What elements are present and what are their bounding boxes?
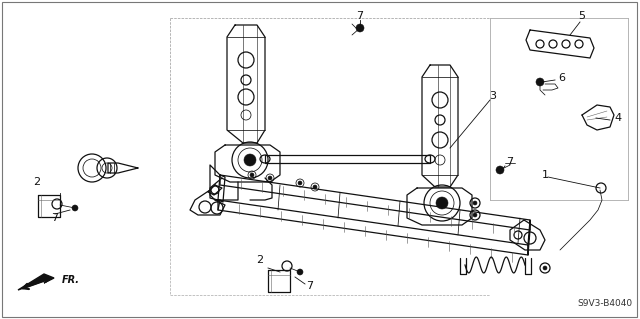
Polygon shape	[18, 274, 54, 290]
Text: S9V3-B4040: S9V3-B4040	[577, 299, 632, 308]
Circle shape	[543, 266, 547, 270]
Circle shape	[250, 173, 254, 177]
Circle shape	[473, 201, 477, 205]
Text: 7: 7	[506, 157, 513, 167]
Circle shape	[356, 24, 364, 32]
Text: 2: 2	[33, 177, 40, 187]
Circle shape	[496, 166, 504, 174]
Circle shape	[268, 176, 272, 180]
Circle shape	[313, 185, 317, 189]
Text: 6: 6	[559, 73, 566, 83]
Circle shape	[297, 269, 303, 275]
Circle shape	[473, 213, 477, 217]
Text: 7: 7	[356, 11, 364, 21]
Text: 7: 7	[51, 213, 59, 223]
Text: 2: 2	[257, 255, 264, 265]
Text: 7: 7	[307, 281, 314, 291]
Circle shape	[436, 197, 448, 209]
Text: 1: 1	[541, 170, 548, 180]
Text: 5: 5	[579, 11, 586, 21]
Text: 3: 3	[490, 91, 497, 101]
Text: 4: 4	[614, 113, 621, 123]
Circle shape	[244, 154, 256, 166]
Circle shape	[72, 205, 78, 211]
Text: FR.: FR.	[62, 275, 80, 285]
Circle shape	[536, 78, 544, 86]
Circle shape	[298, 181, 302, 185]
